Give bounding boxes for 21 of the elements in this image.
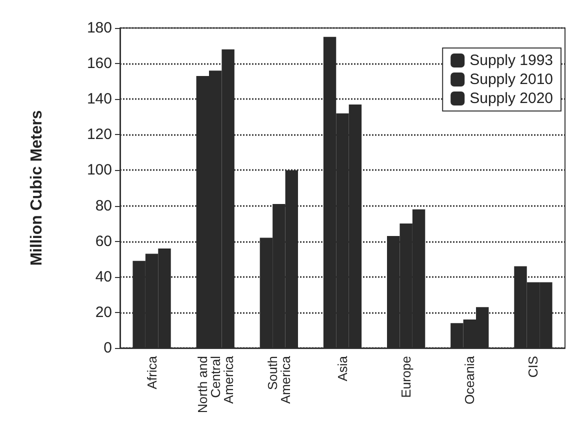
y-tick-label: 140 [86, 90, 112, 108]
y-tick-label: 20 [95, 304, 112, 321]
x-tick-label: Europe [398, 356, 414, 398]
x-tick-label: Asia [335, 355, 350, 382]
y-tick-label: 0 [104, 340, 112, 356]
y-tick-label: 40 [95, 268, 112, 286]
legend-label: Supply 2010 [470, 71, 554, 88]
y-tick-label: 120 [86, 126, 112, 144]
x-tick-label: South America [264, 355, 293, 404]
y-tick-label: 60 [95, 232, 112, 250]
x-tick-label: Oceania [462, 355, 478, 404]
y-tick-label: 180 [86, 20, 112, 36]
y-tick-label: 160 [86, 55, 112, 72]
x-tick-label: CIS [526, 356, 541, 378]
y-tick-label: 100 [86, 162, 112, 179]
y-tick-label: 80 [95, 197, 112, 214]
legend-label: Supply 1993 [470, 52, 554, 69]
x-tick-label: Africa [144, 355, 160, 390]
y-axis-title: Million Cubic Meters [28, 110, 46, 266]
legend-label: Supply 2020 [470, 90, 554, 107]
x-tick-label: North and Central America [194, 355, 236, 414]
